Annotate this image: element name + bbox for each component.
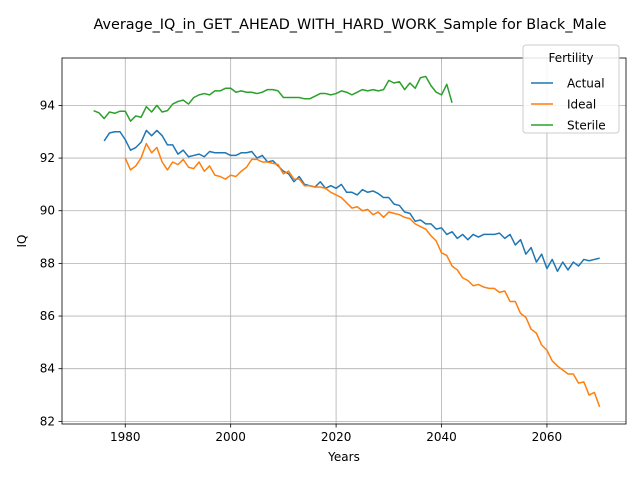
- y-axis-label: IQ: [15, 235, 29, 248]
- grid: [62, 58, 626, 424]
- x-tick-label: 2060: [532, 430, 563, 444]
- y-tick-label: 94: [40, 98, 55, 112]
- x-axis-label: Years: [327, 450, 360, 464]
- plot-frame: [61, 57, 627, 425]
- y-axis: 82 84 86 88 90 92 94: [40, 98, 62, 428]
- series-line-actual: [103, 129, 600, 273]
- y-tick-label: 88: [40, 256, 55, 270]
- x-tick-label: 2000: [215, 430, 246, 444]
- x-tick-label: 2040: [426, 430, 457, 444]
- x-tick-label: 1980: [110, 430, 141, 444]
- y-tick-label: 90: [40, 204, 55, 218]
- legend-label-ideal: Ideal: [567, 98, 596, 112]
- legend-label-sterile: Sterile: [567, 119, 606, 133]
- x-tick-label: 2020: [321, 430, 352, 444]
- y-tick-label: 92: [40, 151, 55, 165]
- legend-box: [522, 44, 620, 134]
- legend: Fertility Actual Ideal Sterile: [522, 44, 620, 134]
- x-axis: 1980 2000 2020 2040 2060: [110, 424, 562, 444]
- series-line-ideal: [124, 142, 601, 408]
- legend-label-actual: Actual: [567, 77, 605, 91]
- series-lines: [93, 75, 601, 408]
- series-line-sterile: [93, 75, 453, 122]
- y-tick-label: 86: [40, 309, 55, 323]
- legend-title: Fertility: [548, 51, 593, 65]
- chart-title: Average_IQ_in_GET_AHEAD_WITH_HARD_WORK_S…: [94, 17, 607, 33]
- y-tick-label: 84: [40, 362, 55, 376]
- y-tick-label: 82: [40, 414, 55, 428]
